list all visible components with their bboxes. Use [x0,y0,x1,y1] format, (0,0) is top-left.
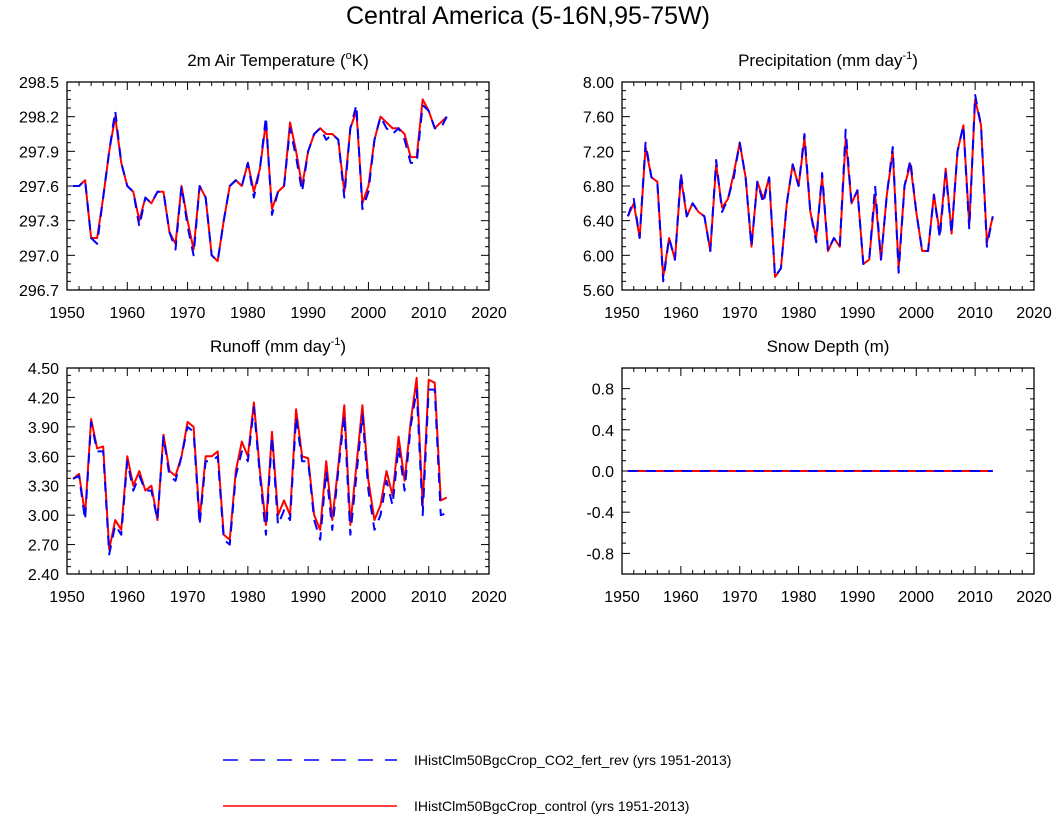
x-tick-label: 1970 [170,589,206,606]
plot-frame-precipitation [621,81,1035,291]
x-tick-label: 1960 [109,589,145,606]
series-line-co2-fert-rev [626,94,994,283]
y-tick-label: 0.4 [592,423,614,440]
x-tick-label: 2020 [471,305,507,322]
figure-title: Central America (5-16N,95-75W) [346,2,710,30]
x-tick-label: 1970 [170,305,206,322]
x-tick-label: 1980 [230,305,266,322]
legend: IHistClm50BgcCrop_CO2_fert_rev (yrs 1951… [223,752,731,814]
y-tick-label: 3.00 [28,508,59,525]
x-tick-label: 1960 [663,589,699,606]
y-tick-label: 7.60 [583,110,614,127]
x-tick-label: 2020 [471,589,507,606]
x-tick-label: 1960 [109,305,145,322]
y-tick-label: 6.00 [583,248,614,265]
x-tick-label: 2010 [957,305,993,322]
y-tick-label: 6.40 [583,214,614,231]
y-tick-label: 4.20 [28,390,59,407]
x-tick-label: 2000 [351,589,387,606]
y-tick-label: 3.30 [28,479,59,496]
series-line-co2-fert-rev [73,104,448,263]
y-tick-label: 297.0 [19,248,59,265]
x-tick-label: 2000 [898,305,934,322]
y-tick-label: 298.2 [19,110,59,127]
y-tick-label: 6.80 [583,179,614,196]
panel-title-runoff: Runoff (mm day-1) [210,336,346,356]
y-tick-label: 4.50 [28,361,59,378]
x-tick-label: 1950 [49,589,85,606]
x-tick-label: 2010 [411,305,447,322]
x-tick-label: 2000 [351,305,387,322]
x-tick-label: 1970 [722,589,758,606]
panel-air-temperature: 2m Air Temperature (oK) 1950 1960 1970 1980 1… [19,50,507,322]
y-tick-label: 0.0 [592,464,614,481]
x-tick-label: 1990 [290,305,326,322]
x-tick-label: 1950 [604,305,640,322]
panel-runoff: Runoff (mm day-1) 1950 1960 1970 1980 1990 200… [28,336,507,606]
y-tick-label: -0.4 [586,505,614,522]
series-line-control [73,98,448,263]
series-line-co2-fert-rev [72,388,448,556]
y-tick-label: 8.00 [583,75,614,92]
y-tick-label: 2.40 [28,567,59,584]
x-tick-label: 2020 [1016,305,1052,322]
x-tick-label: 1990 [290,589,326,606]
x-tick-label: 1980 [230,589,266,606]
x-tick-label: 2010 [957,589,993,606]
series-line-control [72,376,448,551]
x-tick-label: 2010 [411,589,447,606]
y-tick-label: 297.3 [19,214,59,231]
panel-title-snow-depth: Snow Depth (m) [767,337,890,356]
x-tick-label: 1960 [663,305,699,322]
y-tick-label: 7.20 [583,144,614,161]
series-line-control [626,98,994,278]
y-tick-label: 5.60 [583,283,614,300]
y-tick-label: 296.7 [19,283,59,300]
y-tick-label: 297.6 [19,179,59,196]
x-tick-label: 2000 [898,589,934,606]
x-tick-label: 1980 [781,589,817,606]
x-tick-label: 1950 [604,589,640,606]
panel-precipitation: Precipitation (mm day-1) 1950 1960 1970 1980… [583,50,1052,322]
panel-title-air-temperature: 2m Air Temperature (oK) [187,50,369,70]
y-tick-label: 297.9 [19,144,59,161]
x-tick-label: 1990 [840,305,876,322]
y-tick-label: 2.70 [28,538,59,555]
y-tick-label: 3.60 [28,449,59,466]
y-tick-label: -0.8 [586,546,614,563]
x-tick-label: 2020 [1016,589,1052,606]
x-tick-label: 1950 [49,305,85,322]
x-tick-label: 1980 [781,305,817,322]
y-tick-label: 3.90 [28,420,59,437]
legend-label-co2-fert-rev: IHistClm50BgcCrop_CO2_fert_rev (yrs 1951… [414,752,731,768]
y-tick-label: 0.8 [592,382,614,399]
legend-label-control: IHistClm50BgcCrop_control (yrs 1951-2013… [414,798,689,814]
plot-frame-air-temperature [66,81,490,291]
panel-title-precipitation: Precipitation (mm day-1) [738,50,918,70]
panel-snow-depth: Snow Depth (m) 1950 1960 1970 1980 1990 2000 20… [586,337,1051,606]
y-tick-label: 298.5 [19,75,59,92]
x-tick-label: 1990 [840,589,876,606]
x-tick-label: 1970 [722,305,758,322]
